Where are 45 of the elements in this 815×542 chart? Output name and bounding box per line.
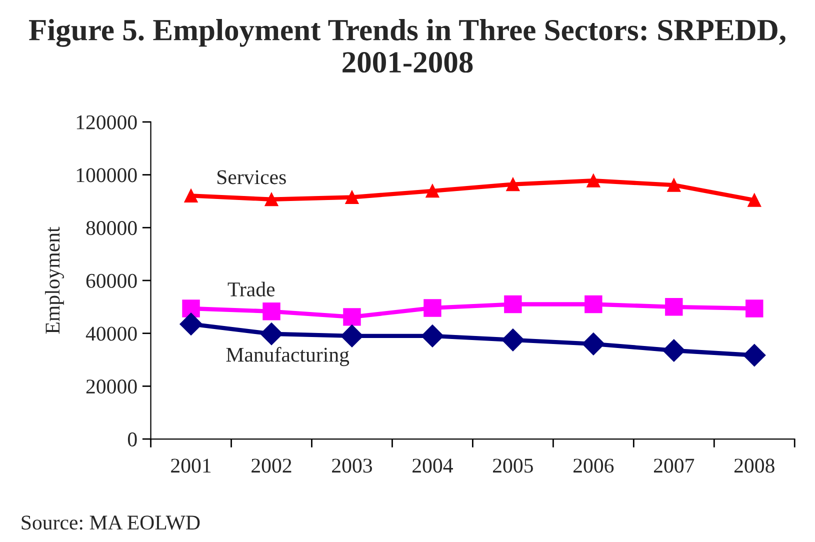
point [262, 302, 280, 320]
point [667, 178, 681, 192]
point [264, 192, 278, 206]
point [180, 312, 202, 336]
source-note: Source: MA EOLWD [22, 516, 200, 530]
point [260, 322, 283, 346]
point [746, 300, 764, 318]
y-tick-label: 0 [128, 432, 137, 446]
point [506, 178, 520, 192]
y-tick-label: 40000 [86, 326, 137, 341]
y-tick-label: 100000 [76, 168, 137, 182]
series-label: Trade [228, 282, 275, 296]
x-tick-label: 2007 [654, 458, 694, 473]
point [504, 295, 522, 314]
point [582, 332, 605, 356]
x-tick-label: 2001 [171, 458, 211, 473]
x-tick-label: 2004 [412, 458, 453, 473]
x-tick-label: 2002 [252, 458, 292, 473]
point [584, 295, 602, 314]
x-tick-label: 2008 [734, 458, 774, 473]
series-label: Services [217, 170, 286, 184]
chart-title: Figure 5. Employment Trends in Three Sectors: SRPEDD, 2001-2008 [28, 18, 786, 73]
point [426, 184, 440, 198]
point [424, 299, 442, 317]
point [182, 300, 200, 318]
y-axis-title: Employment [45, 226, 64, 334]
point [502, 328, 524, 352]
point [586, 174, 600, 188]
point [662, 339, 686, 362]
x-tick-label: 2003 [332, 458, 372, 473]
point [421, 324, 444, 348]
y-tick-label: 80000 [86, 221, 137, 236]
point [340, 324, 364, 348]
point [343, 308, 361, 326]
series-label: Manufacturing [226, 346, 350, 366]
point [345, 190, 359, 204]
x-tick-label: 2005 [493, 458, 533, 473]
point [184, 188, 198, 202]
x-tick-label: 2006 [574, 458, 614, 473]
y-tick-label: 20000 [86, 380, 137, 394]
point [743, 344, 766, 367]
point [665, 298, 683, 316]
y-tick-label: 60000 [86, 274, 137, 288]
point [748, 193, 762, 207]
y-tick-label: 120000 [76, 115, 137, 130]
